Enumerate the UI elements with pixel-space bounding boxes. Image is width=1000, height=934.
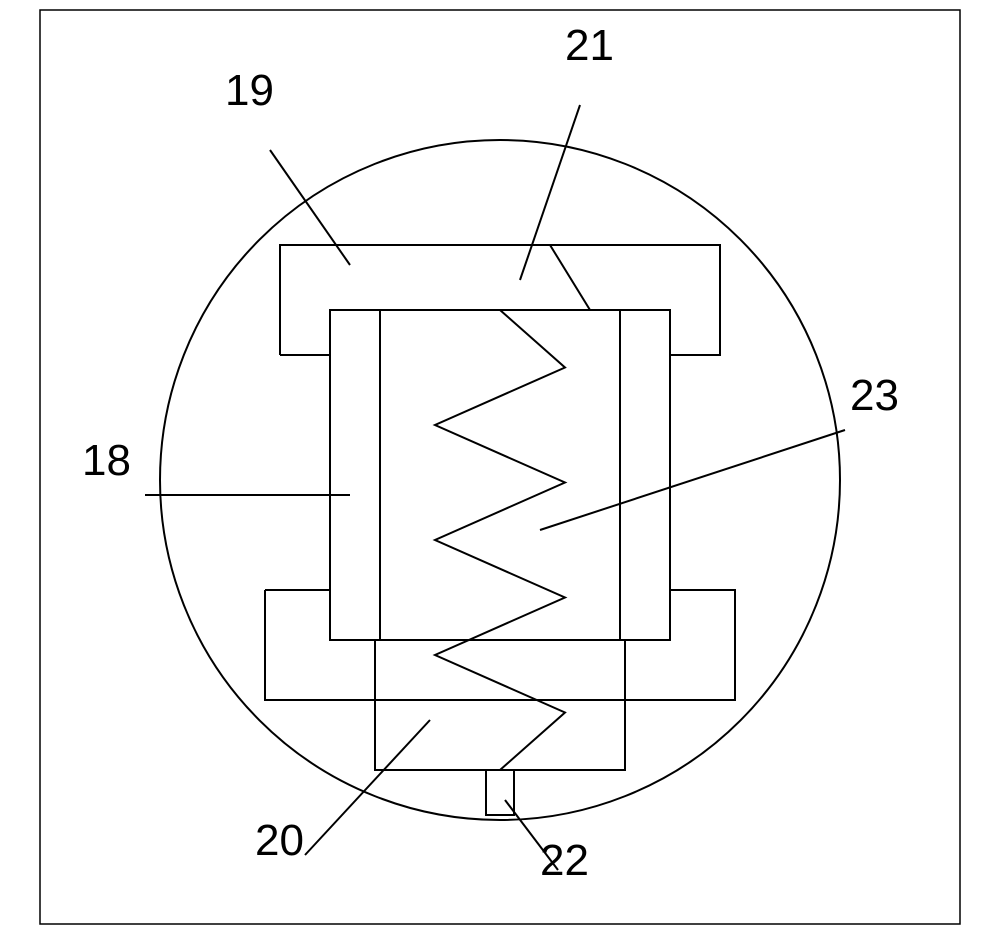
trapezoid-cap bbox=[410, 245, 590, 310]
top-bracket bbox=[280, 245, 720, 355]
label-20: 20 bbox=[255, 816, 304, 865]
label-18: 18 bbox=[82, 436, 131, 485]
detail-circle bbox=[160, 140, 840, 820]
outer-border bbox=[40, 10, 960, 924]
leader-line-21 bbox=[520, 105, 580, 280]
leader-line-23 bbox=[540, 430, 845, 530]
diagram-container: 19 21 18 23 20 22 bbox=[0, 0, 1000, 934]
leader-line-20 bbox=[305, 720, 430, 855]
label-19: 19 bbox=[225, 66, 274, 115]
diagram-svg: 19 21 18 23 20 22 bbox=[0, 0, 1000, 934]
label-23: 23 bbox=[850, 371, 899, 420]
leader-line-19 bbox=[270, 150, 350, 265]
label-21: 21 bbox=[565, 21, 614, 70]
label-22: 22 bbox=[540, 836, 589, 885]
bottom-box bbox=[375, 640, 625, 770]
stem bbox=[486, 770, 514, 815]
